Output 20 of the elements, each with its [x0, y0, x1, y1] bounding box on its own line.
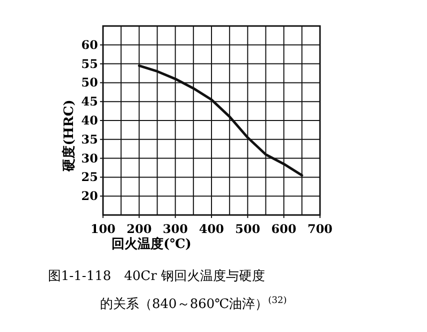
- x-tick-label: 300: [162, 222, 188, 236]
- x-tick-label: 600: [271, 222, 296, 236]
- y-tick-label: 40: [81, 114, 98, 128]
- x-tick-label: 200: [126, 222, 152, 236]
- x-tick-label: 700: [307, 222, 333, 236]
- y-tick-label: 35: [81, 132, 98, 146]
- text: 图1-1-118 40Cr 钢回火温度与硬度: [48, 268, 265, 284]
- x-tick-label: 100: [90, 222, 116, 236]
- y-tick-label: 20: [81, 189, 98, 204]
- y-tick-label: 45: [81, 94, 98, 109]
- x-axis-title: 回火温度(℃): [112, 236, 192, 252]
- x-tick-label: 400: [198, 222, 224, 236]
- y-axis-title: 硬度(HRC): [61, 100, 77, 172]
- y-tick-label: 55: [81, 56, 98, 71]
- x-tick-label: 500: [235, 222, 260, 236]
- text: 的关系（840～860℃油淬）$^{(32)}$: [100, 296, 287, 312]
- y-tick-label: 25: [81, 170, 98, 184]
- y-tick-label: 50: [81, 76, 98, 90]
- y-tick-label: 60: [81, 38, 98, 52]
- y-tick-label: 30: [81, 151, 98, 166]
